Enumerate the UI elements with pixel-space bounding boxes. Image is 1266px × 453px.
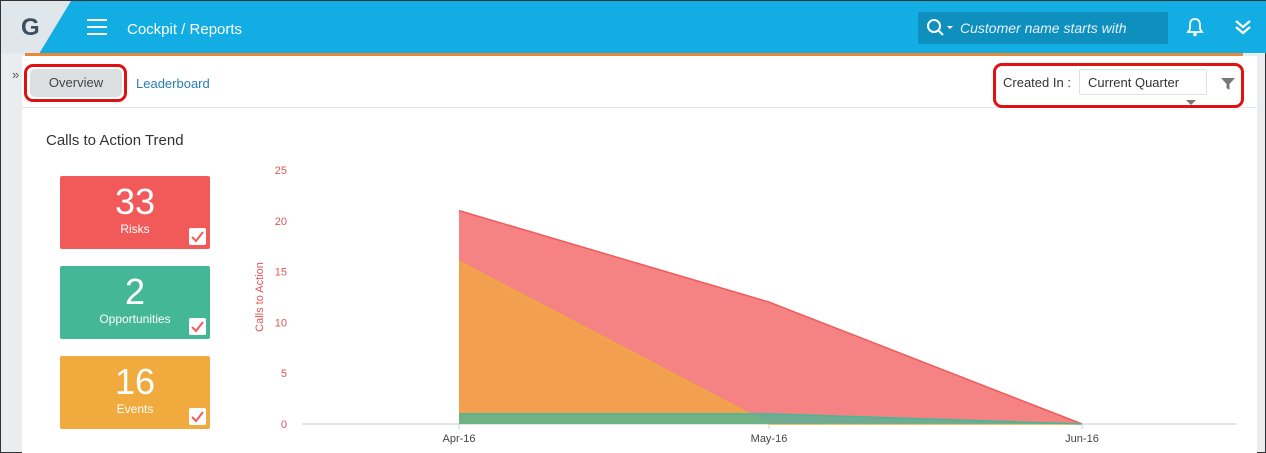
y-tick-label: 5 (281, 368, 287, 380)
checkbox-checked-icon[interactable] (189, 318, 206, 335)
y-tick-label: 15 (275, 267, 287, 279)
y-tick-label: 20 (275, 216, 287, 228)
risks-label: Risks (120, 222, 150, 236)
caret-down-icon[interactable] (1186, 100, 1196, 105)
events-count: 16 (114, 361, 156, 402)
tab-bar: Overview Leaderboard Created In : Curren… (22, 56, 1257, 108)
created-in-select[interactable]: Current Quarter (1079, 69, 1207, 95)
checkbox-checked-icon[interactable] (189, 408, 206, 425)
search-input[interactable] (960, 18, 1160, 38)
filter-funnel-icon[interactable] (1220, 76, 1236, 92)
events-label: Events (116, 402, 154, 416)
y-tick-label: 25 (275, 165, 287, 177)
area-opportunities (459, 413, 1082, 424)
y-tick-label: 0 (281, 419, 287, 431)
section-title: Calls to Action Trend (46, 132, 184, 149)
app-logo[interactable]: G (1, 1, 71, 53)
accent-strip (25, 53, 1243, 56)
y-axis-label: Calls to Action (254, 262, 266, 332)
risks-count: 33 (114, 181, 156, 222)
created-in-label: Created In : (1003, 75, 1071, 90)
customer-search[interactable] (918, 12, 1168, 44)
y-tick-label: 10 (275, 317, 287, 329)
opportunities-card[interactable]: 2 Opportunities (60, 266, 210, 339)
breadcrumb[interactable]: Cockpit / Reports (127, 21, 243, 38)
risks-card[interactable]: 33 Risks (60, 176, 210, 249)
search-icon[interactable] (926, 18, 956, 38)
bell-icon[interactable] (1186, 17, 1204, 37)
expand-sidebar-icon[interactable]: » (12, 67, 20, 82)
line-risks (458, 209, 1083, 425)
reports-panel: Overview Leaderboard Created In : Curren… (22, 56, 1257, 453)
area-events (459, 261, 1082, 424)
double-chevron-down-icon[interactable] (1233, 18, 1253, 36)
x-tick-label: Apr-16 (442, 433, 475, 445)
chart-svg: 0 5 10 15 20 25 Calls to Action Apr-16 May-16 Jun… (254, 165, 1237, 445)
tab-overview[interactable]: Overview (30, 69, 122, 97)
x-tick-label: Jun-16 (1065, 433, 1099, 445)
opportunities-count: 2 (124, 271, 146, 312)
logo-letter: G (21, 14, 40, 41)
calls-to-action-chart: 0 5 10 15 20 25 Calls to Action Apr-16 May-16 Jun… (247, 156, 1247, 453)
x-tick-label: May-16 (751, 433, 788, 445)
menu-icon[interactable] (87, 19, 107, 35)
tab-leaderboard[interactable]: Leaderboard (136, 76, 210, 91)
checkbox-checked-icon[interactable] (189, 228, 206, 245)
top-header: G Cockpit / Reports (1, 1, 1266, 53)
opportunities-label: Opportunities (99, 312, 171, 326)
line-opportunities (459, 413, 1083, 425)
events-card[interactable]: 16 Events (60, 356, 210, 429)
